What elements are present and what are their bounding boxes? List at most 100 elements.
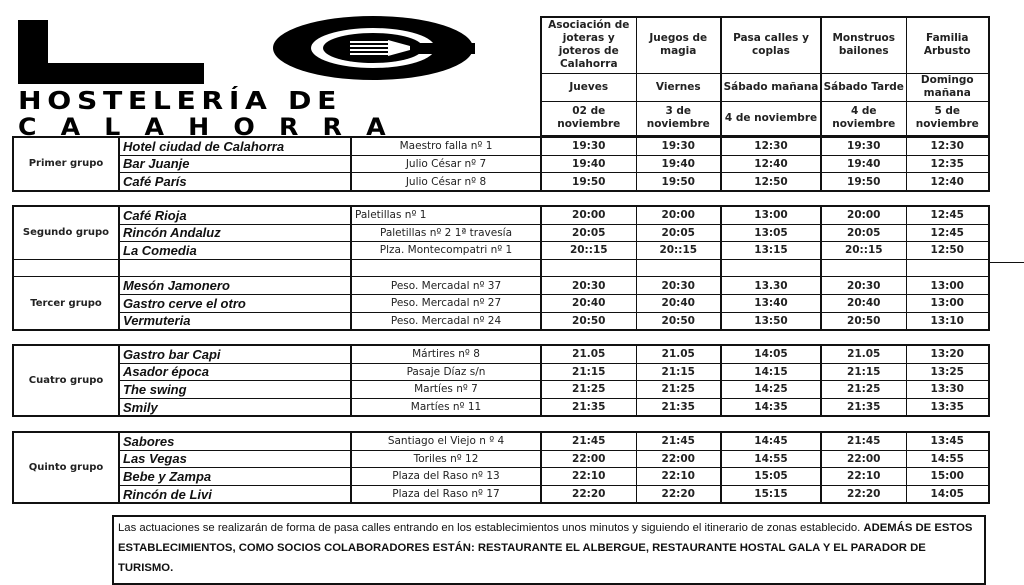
show-time: 13:15: [720, 241, 822, 260]
show-time: 20:00: [635, 205, 722, 225]
show-time: [905, 258, 990, 278]
show-time: 19:50: [820, 172, 907, 192]
show-time: 20:40: [540, 293, 637, 313]
header-day-cell: Domingo mañana: [905, 72, 990, 102]
venue-address: Plza. Montecompatri nº 1: [350, 241, 542, 260]
show-time: 22:10: [820, 467, 907, 486]
acts-row: Asociación de joteras y joteros de Calah…: [540, 16, 990, 74]
show-time: 14:55: [720, 449, 822, 469]
table-row: Primer grupo Hotel ciudad de Calahorra Mae…: [12, 136, 990, 192]
show-time: 21:15: [635, 362, 722, 382]
logo-text-line1: HOSTELERÍA DE: [18, 86, 343, 115]
show-time: 20:30: [635, 276, 722, 295]
show-time: 13:30: [905, 380, 990, 399]
table-row: Smily Martíes nº 11 21:35 21:35 14:35 21:35 13…: [13, 397, 990, 417]
show-time: 13:00: [905, 293, 990, 313]
show-time: 12:35: [905, 154, 990, 174]
show-time: 13:05: [720, 223, 822, 243]
show-time: 13:00: [905, 276, 990, 295]
table-row: Las Vegas Toriles nº 12 22:00 22:00 14:55 22:…: [13, 449, 990, 469]
show-time: [720, 258, 822, 278]
show-time: 20::15: [540, 241, 637, 260]
show-time: 22:00: [540, 449, 637, 469]
show-time: 21:45: [635, 431, 722, 451]
venue-address: [350, 258, 542, 278]
days-row: Jueves Viernes Sábado mañana Sábado Tarde Do…: [540, 72, 990, 102]
show-time: 20:30: [540, 276, 637, 295]
show-time: 13:40: [720, 293, 822, 313]
show-time: 19:50: [540, 172, 637, 192]
show-time: 21:35: [820, 397, 907, 417]
show-time: 19:40: [820, 154, 907, 174]
show-time: 19:40: [540, 154, 637, 174]
show-time: [540, 258, 637, 278]
show-time: 22:00: [635, 449, 722, 469]
group-label: Primer grupo: [12, 136, 120, 192]
table-row: The swing Martíes nº 7 21:25 21:25 14:25 21:2…: [13, 380, 990, 399]
table-row: [12, 258, 990, 278]
venue-name: Smily: [118, 397, 352, 417]
show-time: 21:25: [635, 380, 722, 399]
show-time: 20:40: [820, 293, 907, 313]
venue-name: Gastro cerve el otro: [118, 293, 352, 313]
venue-address: Pasaje Díaz s/n: [350, 362, 542, 382]
show-time: 21:15: [820, 362, 907, 382]
group-label: Tercer grupo: [12, 276, 120, 331]
header-act-cell: Asociación de joteras y joteros de Calah…: [540, 16, 637, 74]
venue-name: Rincón de Livi: [118, 484, 352, 504]
header-date-cell: 5 de noviembre: [905, 100, 990, 137]
show-time: 12:40: [720, 154, 822, 174]
footer-note: Las actuaciones se realizarán de forma d…: [112, 515, 986, 585]
show-time: 21:25: [820, 380, 907, 399]
group-block: Primer grupo Hotel ciudad de Calahorra Mae…: [12, 136, 990, 192]
venue-name: Asador época: [118, 362, 352, 382]
show-time: 20:00: [540, 205, 637, 225]
show-time: 20:05: [635, 223, 722, 243]
show-time: 21:25: [540, 380, 637, 399]
venue-address: Plaza del Raso nº 17: [350, 484, 542, 504]
venue-address: Peso. Mercadal nº 37: [350, 276, 542, 295]
dates-row: 02 de noviembre 3 de noviembre 4 de noviem…: [540, 100, 990, 137]
group-label: [12, 258, 120, 278]
show-time: 13:20: [905, 344, 990, 364]
header-date-cell: 4 de noviembre: [820, 100, 907, 137]
header-date-cell: 4 de noviembre: [720, 100, 822, 137]
venue-address: Toriles nº 12: [350, 449, 542, 469]
venue-address: Peso. Mercadal nº 24: [350, 311, 542, 331]
show-time: 13:10: [905, 311, 990, 331]
show-time: 13:35: [905, 397, 990, 417]
header-date-cell: 02 de noviembre: [540, 100, 637, 137]
venue-name: The swing: [118, 380, 352, 399]
group-label: Quinto grupo: [12, 431, 120, 504]
show-time: 19:30: [635, 136, 722, 156]
show-time: 22:20: [635, 484, 722, 504]
header-day-cell: Viernes: [635, 72, 722, 102]
table-row: Bar Juanje Julio César nº 7 19:40 19:40 12:4…: [13, 154, 990, 174]
venue-name: Rincón Andaluz: [118, 223, 352, 243]
header-day-cell: Sábado Tarde: [820, 72, 907, 102]
venue-address: Maestro falla nº 1: [350, 136, 542, 156]
venue-name: Café Rioja: [118, 205, 352, 225]
header-act-cell: Pasa calles y coplas: [720, 16, 822, 74]
show-time: 22:00: [820, 449, 907, 469]
hc-logo-mark-icon: [18, 16, 475, 84]
header-act-cell: Monstruos bailones: [820, 16, 907, 74]
show-time: 12:45: [905, 205, 990, 225]
venue-address: Martíes nº 11: [350, 397, 542, 417]
table-row: Tercer grupo Mesón Jamonero Peso. Mercadal…: [12, 276, 990, 331]
show-time: 22:20: [540, 484, 637, 504]
show-time: 21:45: [540, 431, 637, 451]
table-row: Café París Julio César nº 8 19:50 19:50 12:5…: [13, 172, 990, 192]
show-time: [820, 258, 907, 278]
show-time: 21:35: [635, 397, 722, 417]
show-time: 15:15: [720, 484, 822, 504]
footer-bold-text: ADEMÁS DE ESTOS ESTABLECIMIENTOS, COMO S…: [118, 522, 973, 574]
show-time: 15:05: [720, 467, 822, 486]
group-label: Cuatro grupo: [12, 344, 120, 417]
table-row: Rincón Andaluz Paletillas nº 2 1ª travesí…: [13, 223, 990, 243]
show-time: 14:15: [720, 362, 822, 382]
show-time: 14:05: [905, 484, 990, 504]
show-time: 21.05: [820, 344, 907, 364]
